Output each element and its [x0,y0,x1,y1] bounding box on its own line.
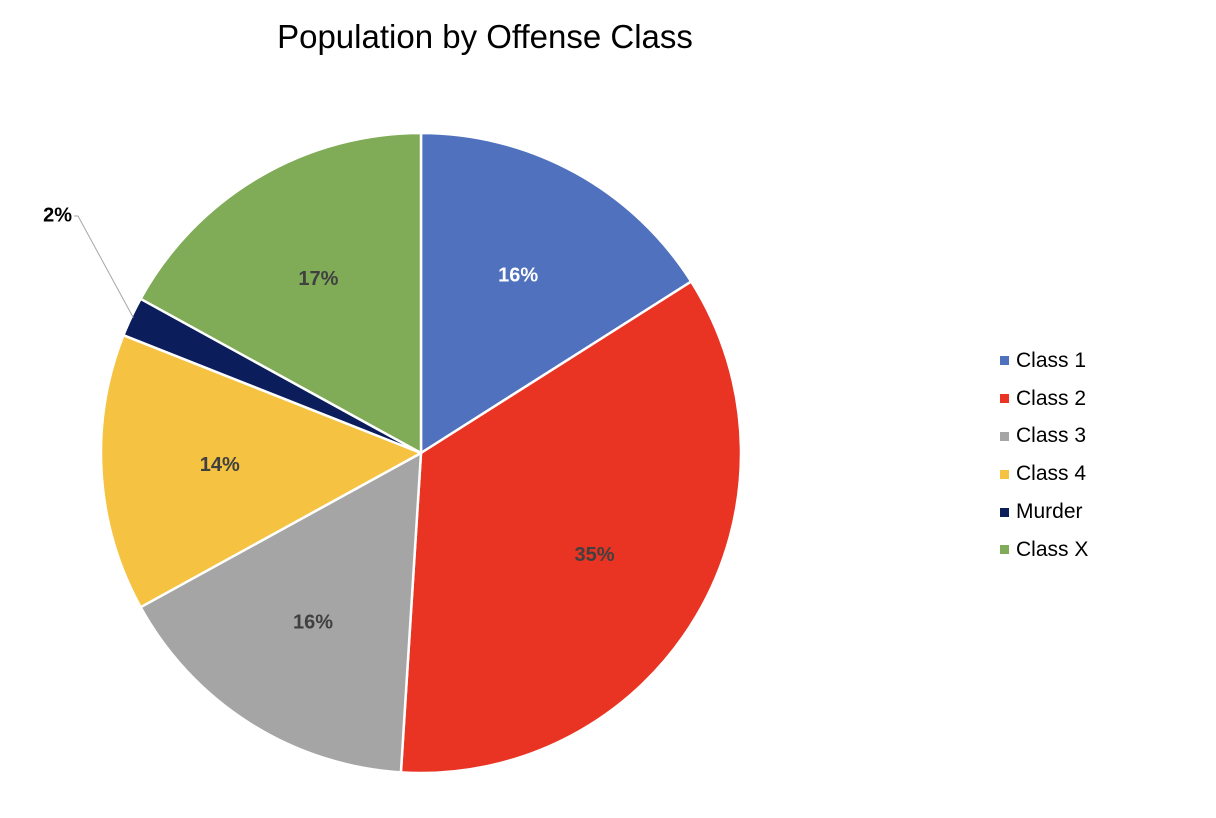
chart-title: Population by Offense Class [277,18,693,55]
legend-item-class-1: Class 1 [1000,342,1180,380]
pie-slice-class-x [139,131,423,455]
slice-label-class-x: 17% [298,268,338,290]
legend-item-class-3: Class 3 [1000,418,1180,456]
pie-slice-labels: 16% 35% 16% 14% 2% 17% [43,204,615,633]
chart-legend: Class 1 Class 2 Class 3 Class 4 Murder Class … [1000,342,1180,569]
pie-slice-class-3 [139,451,423,774]
legend-item-class-x: Class X [1000,531,1180,569]
slice-label-class-3: 16% [293,611,333,633]
slice-label-murder: 2% [43,204,72,226]
legend-label: Class 2 [1016,386,1087,410]
leader-line [74,215,134,318]
legend-label: Murder [1016,500,1083,524]
legend-swatch [1000,507,1009,517]
legend-swatch [1000,431,1009,441]
legend-item-class-4: Class 4 [1000,455,1180,493]
legend-swatch [1000,469,1009,479]
legend-swatch [1000,394,1009,404]
pie-slice-class-2 [399,280,743,775]
slice-label-class-4: 14% [200,454,240,476]
pie-slices [99,131,743,775]
pie-slice-class-1 [419,131,693,455]
legend-label: Class 3 [1016,424,1087,448]
legend-label: Class 4 [1016,462,1087,486]
legend-label: Class 1 [1016,348,1087,372]
legend-label: Class X [1016,537,1089,561]
legend-swatch [1000,356,1009,366]
legend-item-class-2: Class 2 [1000,380,1180,418]
legend-swatch [1000,545,1009,555]
slice-label-class-2: 35% [575,544,615,566]
pie-slice-class-4 [99,333,423,609]
legend-item-murder: Murder [1000,493,1180,531]
slice-label-class-1: 16% [498,265,538,287]
